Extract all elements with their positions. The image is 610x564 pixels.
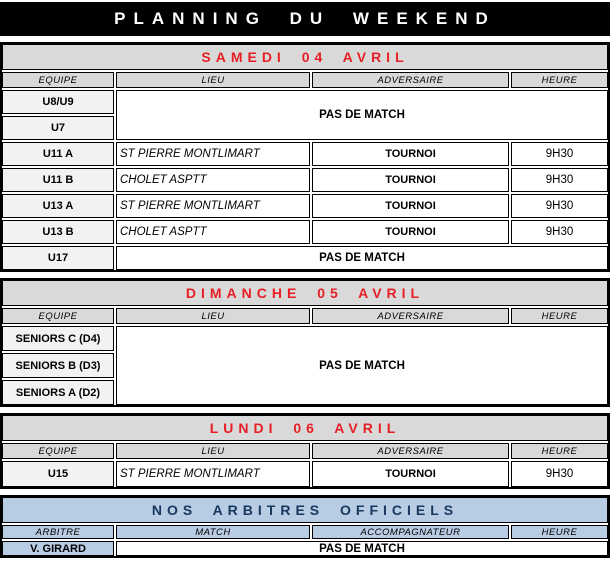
section-title-arbitres: NOS ARBITRES OFFICIELS: [2, 497, 608, 523]
column-header-heure: HEURE: [511, 443, 608, 459]
column-header-lieu: LIEU: [116, 72, 310, 88]
column-header-heure: HEURE: [511, 525, 608, 539]
section-samedi: SAMEDI 04 AVRIL EQUIPE LIEU ADVERSAIRE H…: [0, 42, 610, 272]
heure-cell: 9H30: [511, 461, 608, 487]
column-header-equipe: EQUIPE: [2, 308, 114, 324]
team-cell: U7: [2, 116, 114, 140]
section-title-lundi: LUNDI 06 AVRIL: [2, 415, 608, 441]
column-header-adversaire: ADVERSAIRE: [312, 72, 509, 88]
team-cell: SENIORS C (D4): [2, 326, 114, 351]
lieu-cell: ST PIERRE MONTLIMART: [116, 142, 310, 166]
team-cell: U13 A: [2, 194, 114, 218]
team-cell: U11 A: [2, 142, 114, 166]
column-header-heure: HEURE: [511, 308, 608, 324]
lieu-cell: ST PIERRE MONTLIMART: [116, 461, 310, 487]
adversaire-cell: TOURNOI: [312, 194, 509, 218]
lieu-cell: CHOLET ASPTT: [116, 220, 310, 244]
planning-banner: PLANNING DU WEEKEND: [0, 2, 610, 36]
no-match-cell: PAS DE MATCH: [116, 90, 608, 140]
adversaire-cell: TOURNOI: [312, 168, 509, 192]
adversaire-cell: TOURNOI: [312, 220, 509, 244]
heure-cell: 9H30: [511, 194, 608, 218]
lieu-cell: CHOLET ASPTT: [116, 168, 310, 192]
section-lundi: LUNDI 06 AVRIL EQUIPE LIEU ADVERSAIRE HE…: [0, 413, 610, 489]
lieu-cell: ST PIERRE MONTLIMART: [116, 194, 310, 218]
banner-title: PLANNING DU WEEKEND: [114, 9, 496, 28]
column-header-lieu: LIEU: [116, 308, 310, 324]
column-header-equipe: EQUIPE: [2, 443, 114, 459]
adversaire-cell: TOURNOI: [312, 142, 509, 166]
team-cell: U11 B: [2, 168, 114, 192]
team-cell: SENIORS B (D3): [2, 353, 114, 378]
team-cell: SENIORS A (D2): [2, 380, 114, 405]
column-header-lieu: LIEU: [116, 443, 310, 459]
team-cell: U13 B: [2, 220, 114, 244]
no-match-cell: PAS DE MATCH: [116, 246, 608, 270]
section-title-dimanche: DIMANCHE 05 AVRIL: [2, 280, 608, 306]
column-header-accompagnateur: ACCOMPAGNATEUR: [312, 525, 509, 539]
column-header-heure: HEURE: [511, 72, 608, 88]
adversaire-cell: TOURNOI: [312, 461, 509, 487]
team-cell: U8/U9: [2, 90, 114, 114]
no-match-cell: PAS DE MATCH: [116, 541, 608, 556]
heure-cell: 9H30: [511, 220, 608, 244]
column-header-match: MATCH: [116, 525, 310, 539]
arbitre-cell: V. GIRARD: [2, 541, 114, 556]
column-header-arbitre: ARBITRE: [2, 525, 114, 539]
section-arbitres: NOS ARBITRES OFFICIELS ARBITRE MATCH ACC…: [0, 495, 610, 558]
section-title-samedi: SAMEDI 04 AVRIL: [2, 44, 608, 70]
section-dimanche: DIMANCHE 05 AVRIL EQUIPE LIEU ADVERSAIRE…: [0, 278, 610, 407]
column-header-adversaire: ADVERSAIRE: [312, 443, 509, 459]
column-header-equipe: EQUIPE: [2, 72, 114, 88]
no-match-cell: PAS DE MATCH: [116, 326, 608, 405]
heure-cell: 9H30: [511, 168, 608, 192]
team-cell: U15: [2, 461, 114, 487]
heure-cell: 9H30: [511, 142, 608, 166]
team-cell: U17: [2, 246, 114, 270]
column-header-adversaire: ADVERSAIRE: [312, 308, 509, 324]
